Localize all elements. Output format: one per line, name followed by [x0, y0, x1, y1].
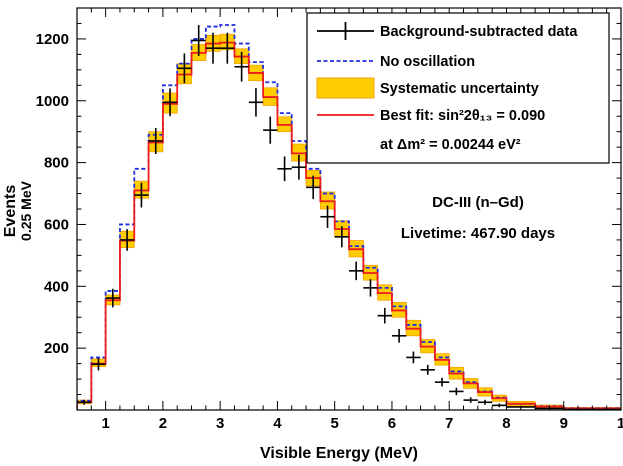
annotation-text: DC-III (n–Gd)	[432, 194, 524, 211]
data-point	[119, 229, 135, 251]
legend-band-marker	[316, 77, 375, 99]
legend-entry: Best fit: sin²2θ₁₃ = 0.090	[317, 108, 545, 124]
legend-entry: at Δm² = 0.00244 eV²	[380, 137, 521, 153]
data-point	[277, 156, 292, 182]
annotations: DC-III (n–Gd) Livetime: 467.90 days	[401, 194, 555, 242]
data-point	[406, 351, 421, 364]
legend-label: at Δm² = 0.00244 eV²	[380, 137, 521, 153]
data-point	[105, 288, 120, 308]
best-fit-layer	[77, 41, 621, 410]
x-axis-title: Visible Energy (MeV)	[260, 445, 418, 462]
annotation-text: Livetime: 467.90 days	[401, 225, 555, 242]
y-tick-label: 1000	[36, 93, 69, 110]
data-point	[148, 127, 163, 154]
x-tick-label: 1	[101, 415, 109, 432]
x-tick-label: 4	[273, 415, 282, 432]
best-fit-line	[77, 41, 621, 410]
legend-label: No oscillation	[380, 54, 475, 70]
data-point	[463, 397, 478, 403]
data-point	[220, 32, 235, 64]
data-point	[377, 307, 392, 324]
legend: Background-subtracted data No oscillation…	[306, 12, 610, 164]
data-point	[449, 387, 464, 396]
data-point	[248, 88, 264, 117]
y-axis-subtitle: 0.25 MeV	[18, 180, 34, 241]
data-point	[334, 226, 349, 248]
data-point	[349, 261, 364, 281]
y-tick-label: 600	[44, 216, 69, 233]
data-point	[191, 25, 206, 56]
x-tick-label: 6	[388, 415, 396, 432]
data-point	[477, 399, 493, 405]
data-point	[162, 88, 178, 117]
data-point	[234, 51, 249, 82]
legend-label: Background-subtracted data	[380, 24, 578, 40]
data-point	[320, 205, 335, 228]
data-point	[434, 377, 450, 387]
x-tick-label: 3	[216, 415, 224, 432]
data-point	[134, 182, 149, 208]
data-point	[391, 328, 407, 343]
x-tick-label: 5	[331, 415, 339, 432]
data-point	[306, 175, 321, 200]
data-point	[420, 364, 435, 375]
data-point	[77, 399, 92, 405]
legend-entry: Systematic uncertainty	[316, 77, 539, 99]
x-tick-label: 2	[159, 415, 167, 432]
y-tick-label: 1200	[36, 31, 69, 48]
data-point	[492, 403, 507, 408]
x-tick-label: 1	[617, 415, 623, 432]
data-point	[291, 154, 307, 180]
x-tick-label: 8	[502, 415, 510, 432]
y-axis-title: Events	[2, 185, 19, 238]
data-points-layer	[77, 25, 621, 410]
data-point	[177, 53, 192, 84]
legend-label: Best fit: sin²2θ₁₃ = 0.090	[380, 108, 545, 124]
data-point	[91, 358, 106, 371]
legend-entry: No oscillation	[317, 54, 475, 70]
legend-label: Systematic uncertainty	[380, 81, 539, 97]
data-point	[205, 32, 221, 64]
x-tick-label: 7	[445, 415, 453, 432]
y-tick-label: 400	[44, 278, 69, 295]
x-tick-label: 9	[560, 415, 568, 432]
legend-entry: Background-subtracted data	[317, 22, 578, 40]
data-point	[263, 116, 278, 144]
data-point	[363, 279, 378, 297]
y-tick-label: 200	[44, 340, 69, 357]
y-tick-label: 800	[44, 155, 69, 172]
